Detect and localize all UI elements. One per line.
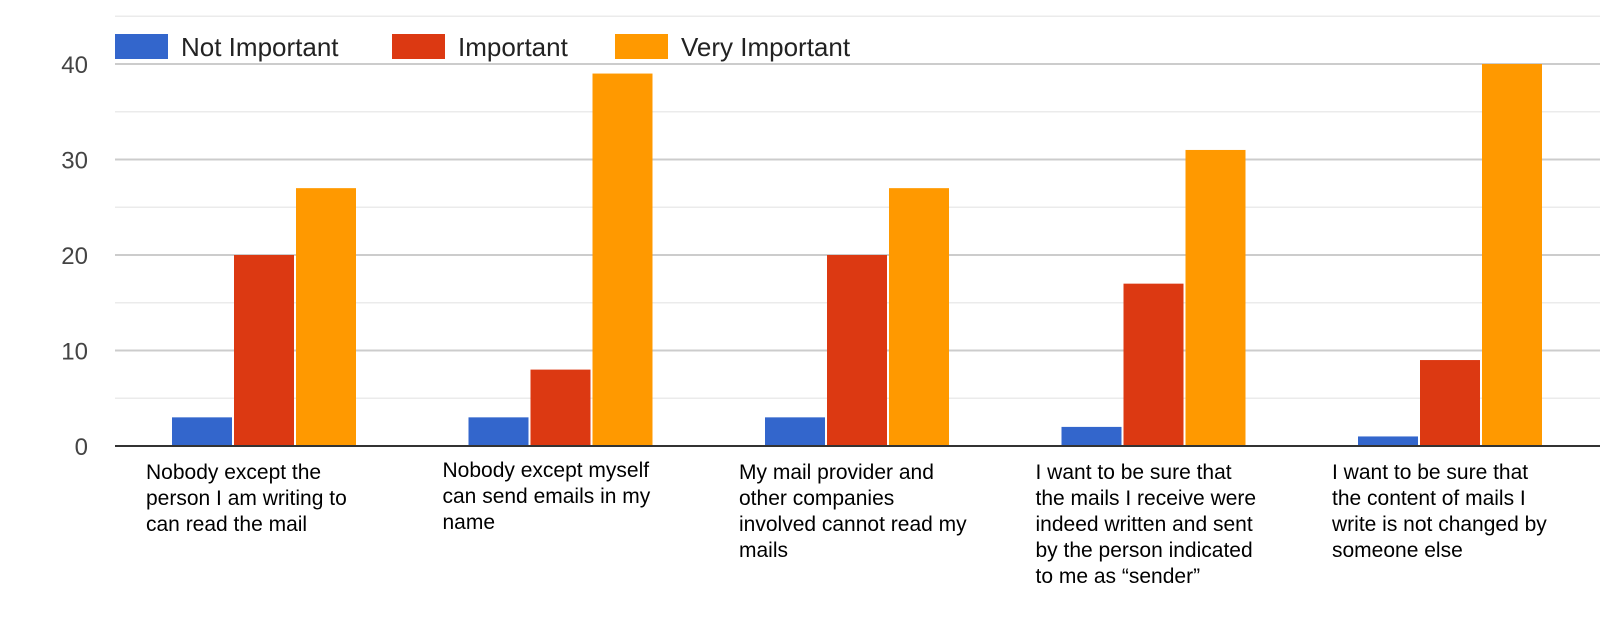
bar-important	[530, 369, 591, 446]
bar-important	[827, 255, 887, 446]
y-axis: 0 10 20 30 40	[61, 52, 88, 461]
bars	[172, 64, 1542, 447]
y-tick-label: 20	[61, 243, 88, 270]
legend-swatch	[615, 34, 668, 59]
bar-not-important	[172, 417, 232, 446]
legend-swatch	[392, 34, 445, 59]
bar-important	[234, 255, 294, 446]
bar-very-important	[889, 188, 949, 446]
bar-very-important	[296, 188, 356, 446]
bar-not-important	[468, 417, 529, 446]
x-category-label: I want to be sure that the content of ma…	[1332, 461, 1547, 562]
bar-very-important	[1482, 64, 1542, 446]
y-tick-label: 10	[61, 339, 88, 366]
x-category-label: I want to be sure that the mails I recei…	[1035, 461, 1257, 588]
legend-swatch	[115, 34, 168, 59]
legend: Not Important Important Very Important	[115, 32, 851, 62]
x-category-label: My mail provider and other companies inv…	[739, 461, 967, 562]
legend-label: Very Important	[681, 32, 851, 62]
x-category-label: Nobody except the person I am writing to…	[146, 461, 347, 536]
bar-important	[1420, 360, 1480, 446]
bar-important	[1123, 283, 1184, 446]
y-tick-label: 30	[61, 148, 88, 175]
legend-label: Not Important	[181, 32, 339, 62]
bar-very-important	[592, 73, 653, 447]
y-tick-label: 40	[61, 52, 88, 79]
x-category-label: Nobody except myself can send emails in …	[442, 459, 651, 534]
bar-not-important	[1358, 436, 1418, 446]
legend-label: Important	[458, 32, 569, 62]
bar-not-important	[1061, 426, 1122, 446]
bar-not-important	[765, 417, 825, 446]
bar-very-important	[1185, 149, 1246, 446]
y-tick-label: 0	[75, 434, 88, 461]
gridlines	[115, 15, 1600, 399]
